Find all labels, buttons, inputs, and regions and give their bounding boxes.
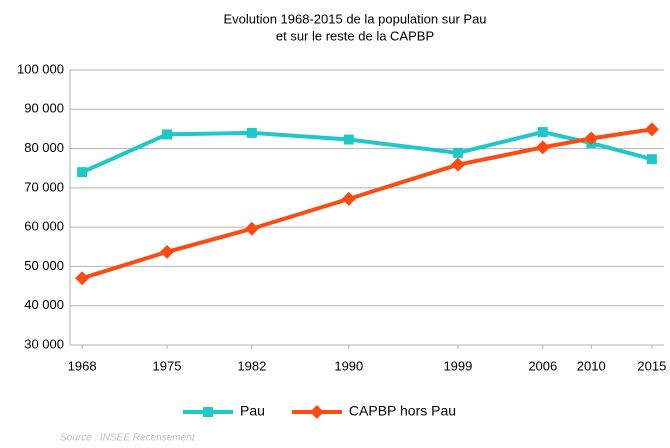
- chart-title: Evolution 1968-2015 de la population sur…: [223, 11, 486, 26]
- x-tick-label: 1999: [443, 358, 472, 373]
- point: [246, 127, 257, 138]
- x-tick-label: 1982: [237, 358, 266, 373]
- source-note: Source : INSEE Recensement: [60, 433, 196, 444]
- point: [244, 221, 259, 236]
- y-tick-label: 70 000: [24, 179, 64, 194]
- point: [161, 129, 172, 140]
- legend-label: CAPBP hors Pau: [349, 403, 456, 419]
- y-tick-label: 100 000: [17, 61, 64, 76]
- y-tick-label: 50 000: [24, 258, 64, 273]
- x-tick-label: 1968: [68, 358, 97, 373]
- x-tick-label: 1975: [153, 358, 182, 373]
- point: [343, 134, 354, 145]
- point: [584, 131, 599, 146]
- y-tick-label: 30 000: [24, 336, 64, 351]
- y-tick-label: 40 000: [24, 297, 64, 312]
- legend-label: Pau: [240, 403, 265, 419]
- x-tick-label: 2006: [528, 358, 557, 373]
- x-tick-label: 1990: [334, 358, 363, 373]
- legend-marker: [203, 407, 213, 417]
- x-tick-label: 2010: [577, 358, 606, 373]
- point: [75, 271, 90, 286]
- y-tick-label: 60 000: [24, 219, 64, 234]
- point: [159, 244, 174, 259]
- point: [646, 154, 657, 165]
- point: [535, 140, 550, 155]
- point: [341, 191, 356, 206]
- point: [452, 147, 463, 158]
- y-tick-label: 80 000: [24, 140, 64, 155]
- point: [537, 127, 548, 138]
- point: [77, 167, 88, 178]
- x-tick-label: 2015: [637, 358, 666, 373]
- point: [450, 157, 465, 172]
- point: [644, 122, 659, 137]
- series-line: [81, 127, 653, 281]
- chart-title: et sur le reste de la CAPBP: [276, 28, 434, 43]
- legend-marker: [309, 405, 324, 419]
- y-tick-label: 90 000: [24, 101, 64, 116]
